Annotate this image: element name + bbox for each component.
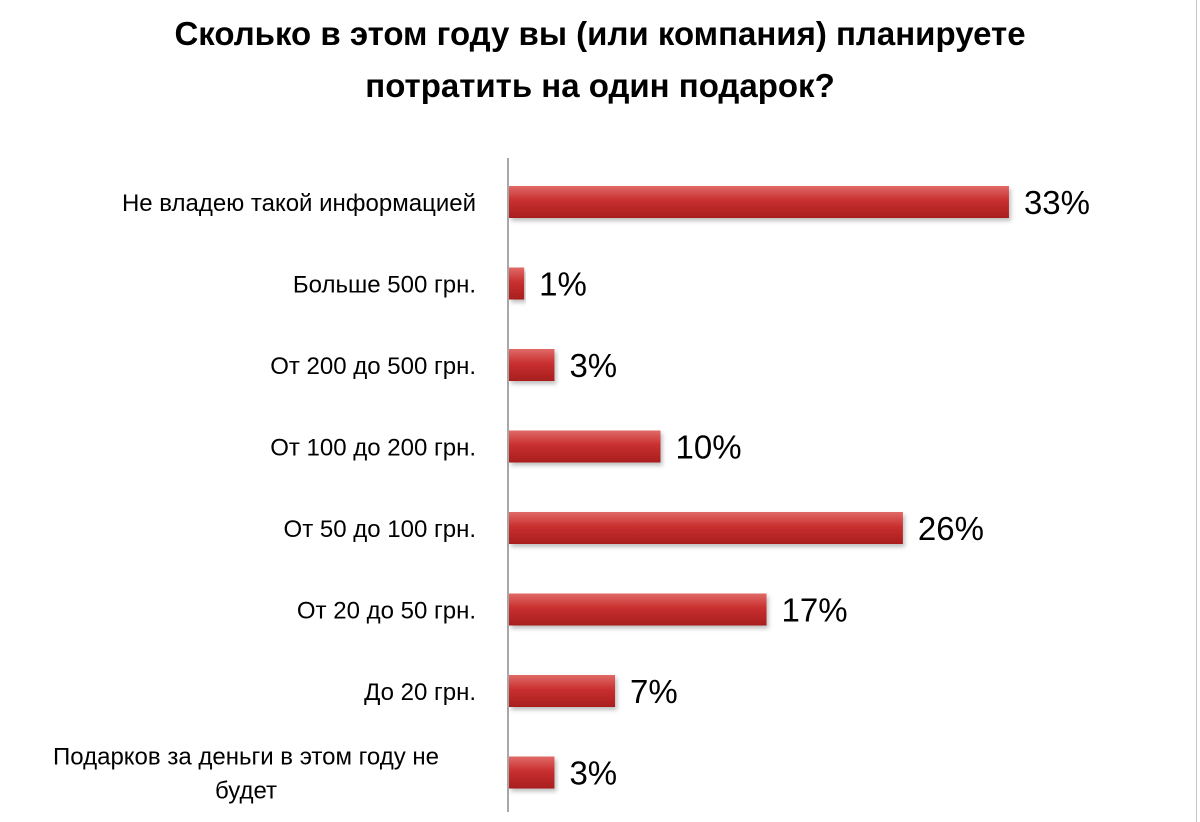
category-label-6-line-0: До 20 грн. [364, 679, 476, 706]
bar-5 [509, 593, 767, 626]
data-label-6: 7% [630, 673, 678, 710]
bar-4 [509, 512, 903, 544]
category-label-4-line-0: От 50 до 100 грн. [284, 516, 476, 543]
category-label-5: От 20 до 50 грн. [297, 598, 476, 625]
bar-0 [509, 186, 1009, 218]
chart-title: Сколько в этом году вы (или компания) пл… [60, 8, 1140, 112]
bar-3 [509, 430, 661, 463]
data-label-1: 1% [539, 266, 587, 303]
category-label-0-line-0: Не владею такой информацией [122, 190, 476, 217]
category-label-5-line-0: От 20 до 50 грн. [297, 598, 476, 625]
data-label-5: 17% [782, 592, 848, 629]
data-label-4: 26% [918, 510, 984, 547]
bar-6 [509, 675, 616, 707]
category-label-2: От 200 до 500 грн. [270, 353, 476, 380]
bar-2 [509, 349, 555, 381]
data-label-0: 33% [1024, 184, 1090, 221]
category-label-2-line-0: От 200 до 500 грн. [270, 353, 476, 380]
category-label-7: Подарков за деньги в этом году не будет [53, 744, 439, 805]
category-label-3-line-0: От 100 до 200 грн. [270, 435, 476, 462]
category-label-4: От 50 до 100 грн. [284, 516, 476, 543]
data-label-2: 3% [569, 347, 617, 384]
bar-1 [509, 267, 525, 300]
category-label-7-line-1: будет [215, 778, 277, 805]
chart-title-line-2: потратить на один подарок? [365, 67, 835, 104]
category-label-0: Не владею такой информацией [122, 190, 476, 217]
bar-7 [509, 756, 555, 789]
category-label-7-line-0: Подарков за деньги в этом году не [53, 744, 439, 771]
category-label-3: От 100 до 200 грн. [270, 435, 476, 462]
page-border-right [1196, 0, 1197, 822]
data-label-3: 10% [676, 429, 742, 466]
chart-title-line-1: Сколько в этом году вы (или компания) пл… [174, 15, 1026, 52]
category-label-1: Больше 500 грн. [293, 272, 476, 299]
data-label-7: 3% [569, 755, 617, 792]
category-label-1-line-0: Больше 500 грн. [293, 272, 476, 299]
category-label-6: До 20 грн. [364, 679, 476, 706]
